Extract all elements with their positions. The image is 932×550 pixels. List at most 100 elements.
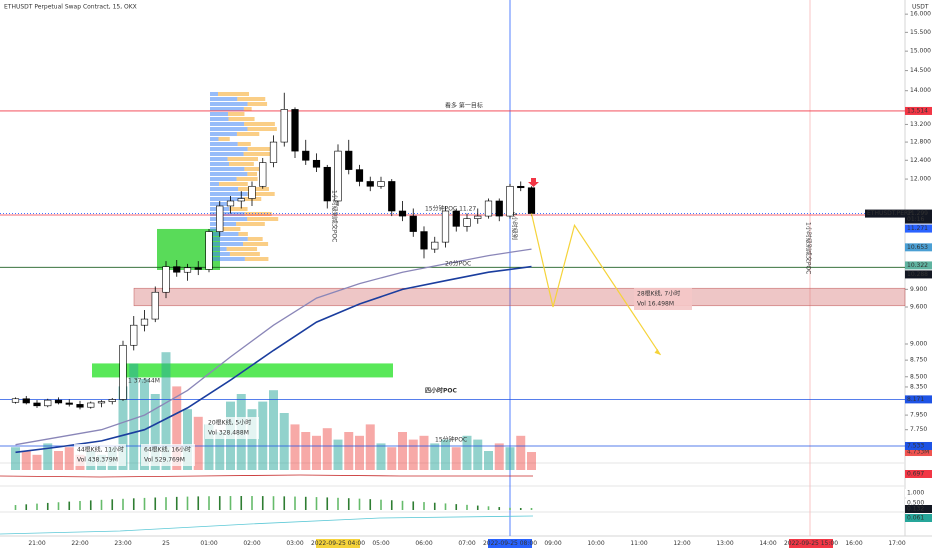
indicator-tag: 0.061 — [907, 515, 924, 522]
price-tag: 7.533 — [907, 442, 924, 449]
oscillator-bar — [455, 504, 458, 510]
indicator-tag-bg — [905, 489, 932, 497]
candle-body — [108, 399, 116, 402]
volume-bar — [215, 432, 225, 470]
volume-profile — [228, 117, 255, 121]
volume-profile — [210, 187, 239, 191]
volume-profile — [210, 182, 220, 186]
candle-body — [420, 231, 428, 250]
measure-box — [141, 444, 195, 466]
candle-body — [87, 402, 95, 408]
volume-profile — [210, 257, 245, 261]
candle-body — [345, 150, 353, 170]
volume-profile — [210, 107, 244, 111]
indicator-tag: 0.132 — [907, 506, 924, 513]
indicator-line — [0, 474, 533, 478]
volume-bar — [451, 447, 461, 470]
signal-arrow — [528, 178, 539, 187]
volume-profile — [247, 127, 277, 131]
oscillator-bar — [186, 496, 189, 510]
candle-body — [33, 402, 41, 407]
volume-bar — [505, 447, 515, 470]
volume-profile — [243, 152, 274, 156]
vertical-note: 1小时级别成交POC — [331, 190, 339, 242]
oscillator-bar — [122, 498, 124, 510]
candle-body — [248, 185, 256, 199]
oscillator-bar — [337, 497, 339, 510]
volume-profile — [210, 232, 239, 236]
x-tick-highlight — [488, 539, 532, 548]
candle-body — [517, 185, 525, 189]
oscillator-bar — [175, 496, 178, 510]
candle-body — [323, 166, 331, 202]
volume-bar — [193, 416, 203, 470]
x-tick-label: 12:00 — [673, 540, 690, 547]
oscillator-bar — [326, 497, 329, 510]
volume-profile — [243, 107, 252, 111]
volume-bar — [279, 413, 289, 470]
oscillator-bar — [132, 498, 135, 510]
oscillator-bar — [498, 507, 501, 510]
volume-profile — [210, 122, 245, 126]
volume-bar — [183, 409, 192, 470]
volume-bar — [247, 409, 257, 470]
candle-body — [162, 266, 170, 293]
y-tick-label: 9.900 — [910, 286, 927, 293]
volume-profile — [210, 167, 245, 171]
candle-body — [388, 181, 396, 212]
volume-profile — [247, 192, 275, 196]
measure-box — [634, 288, 692, 310]
price-tag: 10.322 — [907, 262, 928, 269]
volume-bar — [54, 451, 63, 470]
volume-profile — [210, 102, 248, 106]
oscillator-bar — [165, 497, 167, 510]
annotation: 15分钟POC — [435, 436, 467, 444]
volume-bar — [387, 447, 397, 470]
volume-profile — [244, 212, 272, 216]
candle-body — [22, 398, 30, 404]
volume-profile — [210, 162, 229, 166]
oscillator-bar — [519, 508, 522, 510]
volume-bar — [129, 363, 139, 470]
candle-body — [409, 215, 417, 232]
y-tick-label: 15.500 — [910, 29, 931, 36]
y-tick-label: 16.000 — [910, 11, 931, 18]
price-tag-bg — [905, 106, 932, 115]
candle-body — [527, 187, 536, 214]
volume-profile — [229, 207, 248, 211]
volume-bar — [527, 452, 536, 470]
price-tag: 8.171 — [907, 396, 924, 403]
candle-body — [484, 200, 493, 217]
candle-body — [76, 404, 84, 408]
volume-profile — [210, 242, 244, 246]
volume-bar — [161, 352, 171, 470]
oscillator-bar — [294, 496, 296, 510]
volume-bar — [419, 435, 429, 470]
oscillator-bar — [36, 503, 38, 510]
annotation: 20分POC — [445, 260, 471, 268]
x-tick-label: 16:00 — [845, 540, 862, 547]
y-tick-label: 12.400 — [910, 157, 931, 164]
y-tick-label: 14.500 — [910, 67, 931, 74]
volume-bar — [204, 424, 214, 470]
oscillator-bar — [68, 501, 71, 510]
x-tick-label: 01:00 — [200, 540, 217, 547]
price-tag-bg — [905, 395, 932, 404]
candle-body — [140, 318, 149, 326]
volume-profile — [210, 237, 248, 241]
volume-profile — [247, 237, 263, 241]
oscillator-bar — [46, 502, 49, 510]
volume-bar — [21, 451, 31, 470]
y-tick-label: 13.200 — [910, 121, 931, 128]
candle-body — [280, 109, 288, 143]
price-tag-bg — [905, 243, 932, 252]
x-tick-label: 22:00 — [71, 540, 88, 547]
volume-profile — [210, 142, 238, 146]
oscillator-bar — [100, 499, 103, 510]
oscillator-bar — [14, 505, 17, 510]
x-tick-label: 06:00 — [415, 540, 432, 547]
price-tag: 11.299 — [907, 210, 928, 217]
volume-bar — [290, 424, 300, 470]
volume-bar — [312, 435, 321, 470]
candle-body — [452, 210, 460, 227]
